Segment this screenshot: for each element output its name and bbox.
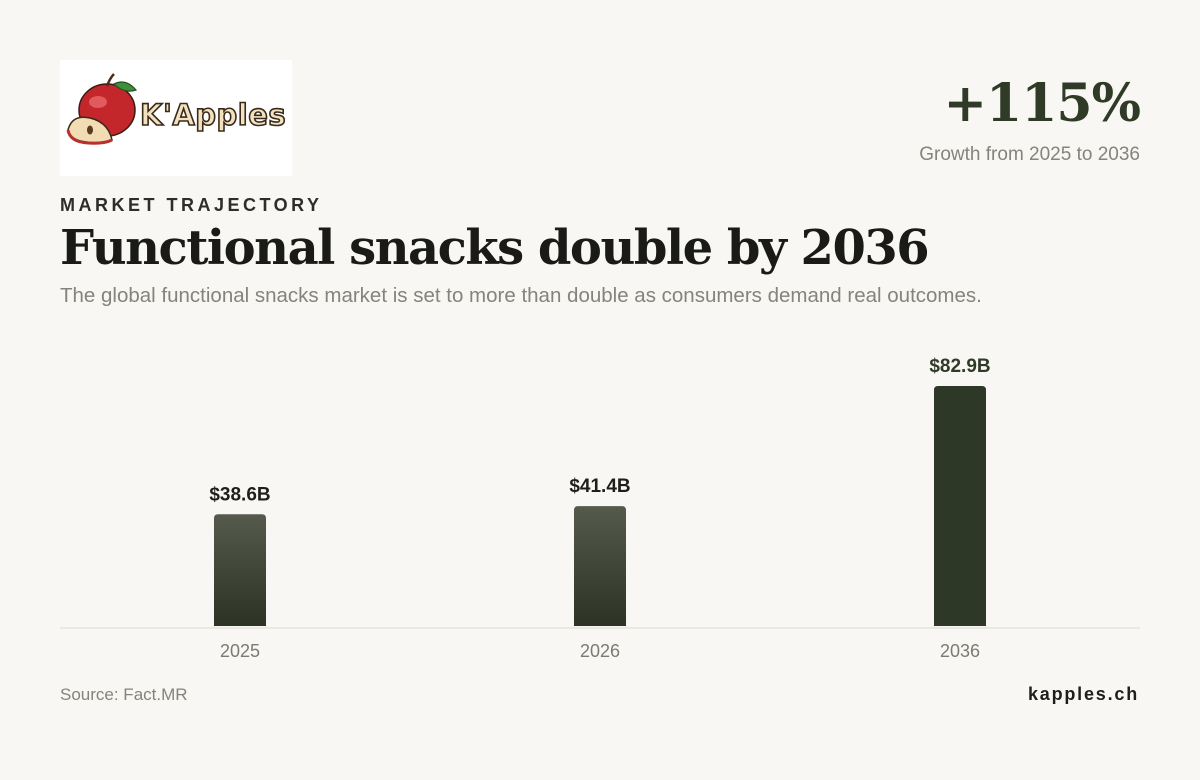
tick-label-2036: 2036 (940, 641, 980, 661)
value-label-2036: $82.9B (929, 356, 990, 377)
logo-wordmark: K'Apples (139, 97, 287, 133)
tick-label-2025: 2025 (220, 641, 260, 661)
bar-2026 (574, 506, 626, 626)
bar-2036 (934, 386, 986, 626)
page-subtitle: The global functional snacks market is s… (60, 284, 982, 307)
tick-label-2026: 2026 (580, 641, 620, 661)
eyebrow-label: MARKET TRAJECTORY (60, 195, 323, 215)
source-note: Source: Fact.MR (60, 685, 188, 704)
bar-2025 (214, 514, 266, 626)
growth-value: +115% (943, 73, 1141, 134)
apple-logo-icon (66, 73, 138, 145)
brand-logo: K'Apples (60, 60, 292, 176)
value-label-2025: $38.6B (209, 484, 270, 505)
page-title: Functional snacks double by 2036 (60, 220, 930, 276)
value-label-2026: $41.4B (569, 476, 630, 497)
site-link[interactable]: kapples.ch (1027, 684, 1139, 704)
growth-caption: Growth from 2025 to 2036 (919, 144, 1140, 165)
